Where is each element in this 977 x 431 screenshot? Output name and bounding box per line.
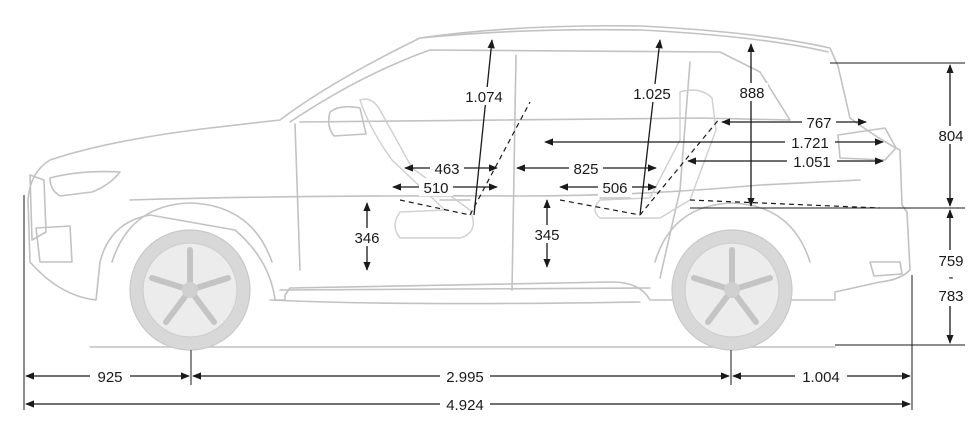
label-rear-legroom: 825 [573,161,598,178]
b-pillar [511,54,517,291]
label-cargo-height: 888 [739,85,764,102]
rear-seat [594,89,717,219]
front-headroom-line [473,39,495,216]
label-front-seat-depth: 510 [423,180,448,197]
front-grille [29,174,47,241]
front-intake [35,225,73,263]
tail-light [837,127,897,161]
label-wheelbase: 2.995 [446,369,484,386]
label-rear-seat-height: 345 [534,227,559,244]
label-front-legroom: 463 [434,161,459,178]
car-body-outline [27,24,911,301]
side-sill [279,287,651,291]
label-front-seat-height: 346 [354,230,379,247]
headlight [49,170,121,197]
front-seat-back-dash [469,101,531,216]
label-ground-clearance-min: 759 [938,253,963,270]
label-rear-seat-depth: 506 [602,180,627,197]
cargo-floor-dash [689,199,881,209]
window-line [289,49,791,123]
label-rear-overhang: 1.004 [802,369,840,386]
c-pillar [659,61,691,279]
dimension-labels: 925 2.995 1.004 4.924 804 759 - 783 1.07… [90,83,968,414]
rear-wheel-arch [654,202,811,263]
rear-hub [724,282,740,298]
rear-cushion-dash [559,199,641,216]
label-front-headroom: 1.074 [465,89,503,106]
label-front-overhang: 925 [97,369,122,386]
front-wheel-arch [111,202,273,263]
front-hub [182,282,198,298]
label-cargo-length-short: 767 [806,115,831,132]
front-seat [359,98,474,239]
body-crease [129,179,861,201]
rear-reflector [869,261,903,277]
rear-headroom-line [639,39,663,216]
label-ground-clearance-sep: - [949,269,954,286]
label-overall-length: 4.924 [446,397,484,414]
lower-sill [269,299,641,305]
side-mirror [327,105,367,137]
label-cargo-length-mid: 1.051 [793,154,831,171]
label-rear-upper-height: 804 [938,128,963,145]
roof-rail [419,28,829,53]
car-silhouette [27,24,911,351]
label-cargo-length-long: 1.721 [791,135,829,152]
label-rear-headroom: 1.025 [633,86,671,103]
label-ground-clearance-max: 783 [938,288,963,305]
rear-seat-back-dash [639,117,721,216]
front-cushion-dash [399,199,471,216]
